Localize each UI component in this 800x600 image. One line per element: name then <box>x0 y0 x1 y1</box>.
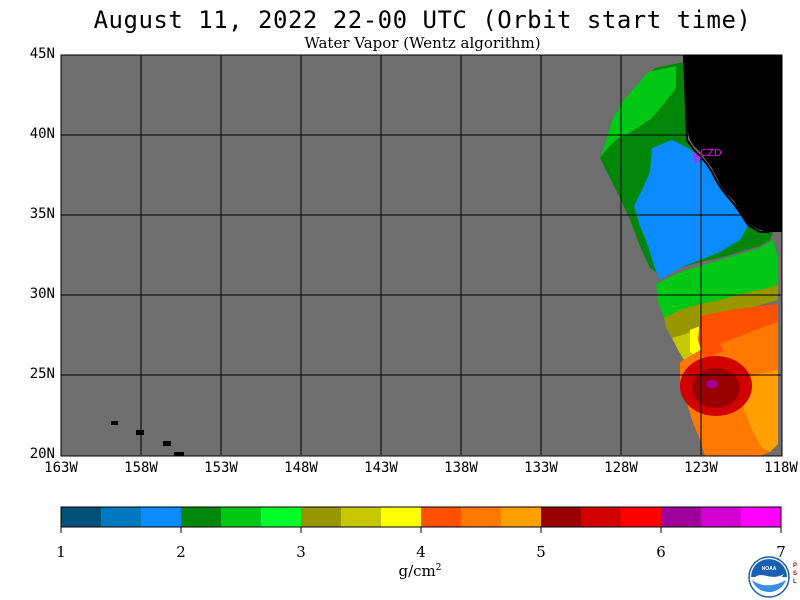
y-tick-label: 40N <box>29 126 55 142</box>
colorbar-cell <box>461 507 502 527</box>
station-marker-label: CZD <box>700 148 722 159</box>
x-tick-label: 123W <box>684 460 718 476</box>
x-tick-label: 143W <box>364 460 398 476</box>
colorbar-tick-label: 5 <box>536 543 546 561</box>
y-tick-label: 35N <box>29 206 55 222</box>
colorbar-cell <box>341 507 382 527</box>
land-mass <box>684 55 782 232</box>
colorbar-unit-sup: 2 <box>435 563 442 573</box>
colorbar-tick-label: 3 <box>296 543 306 561</box>
map-subtitle: Water Vapor (Wentz algorithm) <box>304 34 541 52</box>
colorbar-cell <box>261 507 302 527</box>
colorbar-cell <box>381 507 422 527</box>
grid-lines <box>61 55 781 455</box>
colorbar-cell <box>301 507 342 527</box>
colorbar-cell <box>581 507 622 527</box>
vapor-band-orange-east <box>720 322 778 370</box>
colorbar-cell <box>621 507 662 527</box>
coastline <box>683 54 770 233</box>
colorbar-cells <box>61 507 782 527</box>
hawaii-island-oahu <box>136 430 144 435</box>
y-tick-label: 20N <box>29 446 55 462</box>
station-marker-icon <box>692 152 702 164</box>
colorbar-tick-label: 1 <box>56 543 66 561</box>
map-title: August 11, 2022 22-00 UTC (Orbit start t… <box>93 6 752 34</box>
colorbar-cell <box>701 507 742 527</box>
noaa-logo-bottom <box>752 580 786 593</box>
noaa-logo-text: NOAA <box>762 566 777 572</box>
colorbar-cell <box>141 507 182 527</box>
colorbar-cell <box>421 507 462 527</box>
noaa-logo: NOAA <box>748 556 790 598</box>
colorbar-cell <box>221 507 262 527</box>
noaa-logo-bird <box>754 574 784 584</box>
colorbar-unit-text: g/cm <box>398 562 436 580</box>
noaa-logo-top <box>751 559 787 577</box>
x-tick-label: 138W <box>444 460 478 476</box>
colorbar-tick-label: 2 <box>176 543 186 561</box>
vapor-band-red-orange <box>698 304 778 360</box>
colorbar-cell <box>741 507 782 527</box>
colorbar-tick-marks <box>60 527 782 533</box>
psl-letter-l: L <box>793 579 797 585</box>
x-tick-label: 133W <box>524 460 558 476</box>
colorbar-tick-label: 7 <box>776 543 786 561</box>
colorbar-unit: g/cm2 <box>380 562 460 580</box>
psl-letter-p: P <box>793 563 798 569</box>
colorbar-cell <box>661 507 702 527</box>
x-tick-label: 148W <box>284 460 318 476</box>
hawaii-island-kauai <box>111 421 118 425</box>
x-tick-label: 163W <box>44 460 78 476</box>
colorbar-tick-label: 6 <box>656 543 666 561</box>
x-tick-label: 128W <box>604 460 638 476</box>
colorbar-cell <box>541 507 582 527</box>
vapor-band-olive <box>664 285 778 338</box>
x-tick-label: 158W <box>124 460 158 476</box>
hurricane-core-purple <box>706 380 718 388</box>
vapor-band-blue <box>634 140 748 280</box>
psl-letter-s: S <box>793 571 798 577</box>
y-tick-label: 25N <box>29 366 55 382</box>
psl-logo-text: P S L <box>793 562 800 586</box>
colorbar-cell <box>501 507 542 527</box>
colorbar-cell <box>181 507 222 527</box>
colorbar-tick-label: 4 <box>416 543 426 561</box>
colorbar-cell <box>101 507 142 527</box>
y-tick-label: 45N <box>29 46 55 62</box>
y-tick-label: 30N <box>29 286 55 302</box>
x-tick-label: 118W <box>764 460 798 476</box>
colorbar-cell <box>61 507 102 527</box>
hawaii-island-maui <box>163 441 171 446</box>
hurricane-core-darkred <box>692 368 740 408</box>
hawaii-island-big <box>174 452 184 456</box>
x-tick-label: 153W <box>204 460 238 476</box>
